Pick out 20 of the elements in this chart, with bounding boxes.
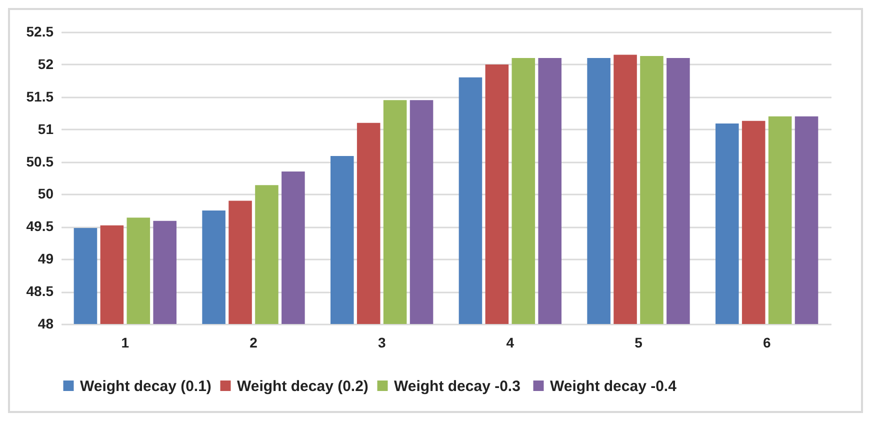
y-tick-label: 51 [38,120,54,137]
y-tick-label: 48 [38,316,54,332]
y-tick-label: 49 [38,250,54,267]
y-tick-label: 52 [38,56,54,72]
x-tick-label: 1 [121,334,130,350]
x-tick-label: 5 [634,334,643,350]
y-tick-label: 50 [38,186,54,202]
legend-label: Weight decay (0.2) [237,378,368,395]
x-tick-label: 2 [250,334,258,350]
legend-label: Weight decay -0.4 [550,378,678,395]
y-tick-label: 49.5 [26,218,54,234]
legend-label: Weight decay (0.1) [80,378,212,395]
y-tick-label: 51.5 [26,88,54,104]
x-tick-label: 6 [762,334,771,350]
x-tick-label: 3 [378,334,386,350]
y-tick-label: 48.5 [26,283,54,300]
y-tick-label: 52.5 [26,24,54,40]
legend-label: Weight decay -0.3 [394,378,520,395]
y-tick-label: 50.5 [26,153,54,170]
x-tick-label: 4 [506,334,514,350]
